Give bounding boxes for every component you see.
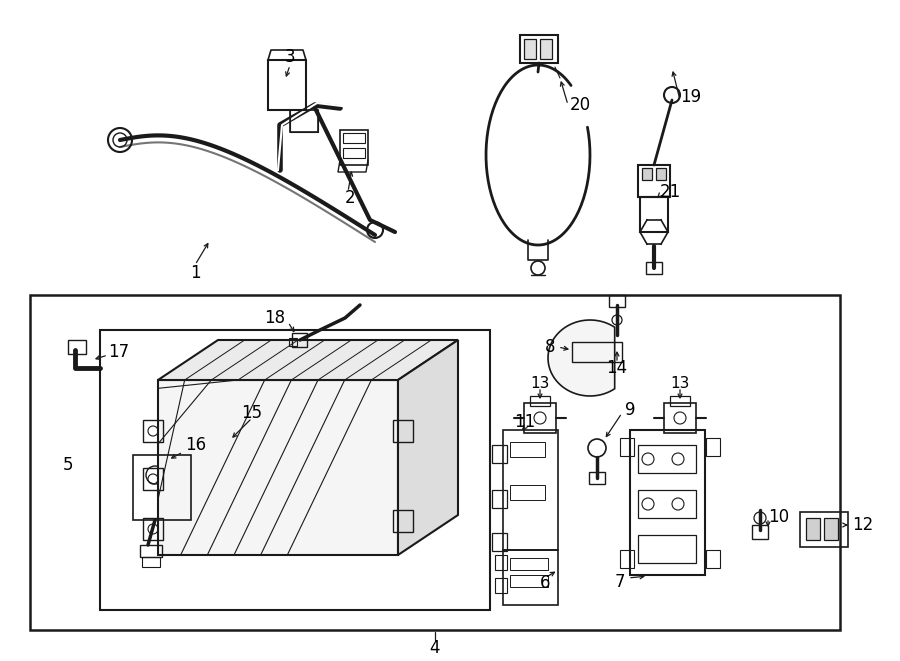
Bar	[620, 438, 634, 456]
Bar	[752, 525, 768, 539]
Bar	[530, 396, 550, 406]
Text: 2: 2	[345, 189, 356, 207]
Bar	[520, 35, 558, 63]
Bar	[492, 490, 507, 508]
Polygon shape	[548, 320, 615, 396]
Text: 11: 11	[515, 413, 536, 431]
Text: 12: 12	[852, 516, 873, 534]
Text: 21: 21	[660, 183, 681, 201]
Bar	[540, 39, 552, 59]
Text: 8: 8	[544, 338, 555, 356]
Bar	[524, 403, 556, 433]
Text: 16: 16	[185, 436, 206, 454]
Bar	[289, 338, 297, 346]
Bar	[638, 165, 670, 197]
Text: 1: 1	[190, 264, 201, 282]
Bar	[143, 518, 163, 540]
Polygon shape	[158, 340, 458, 380]
Bar	[343, 133, 365, 143]
Bar	[492, 445, 507, 463]
Bar	[268, 60, 306, 110]
Text: 5: 5	[63, 456, 73, 474]
Text: 18: 18	[264, 309, 285, 327]
Bar	[572, 342, 622, 362]
Text: 17: 17	[108, 343, 129, 361]
Bar	[393, 510, 413, 532]
Bar	[670, 396, 690, 406]
Bar	[706, 438, 720, 456]
Bar	[640, 197, 668, 232]
Bar	[609, 295, 625, 307]
Bar	[143, 420, 163, 442]
Bar	[638, 445, 696, 473]
Bar	[340, 130, 368, 165]
Bar	[824, 518, 838, 540]
Bar	[630, 430, 705, 575]
Bar	[30, 295, 840, 630]
Text: 20: 20	[570, 96, 591, 114]
Polygon shape	[158, 380, 398, 555]
Bar	[510, 442, 545, 457]
Bar	[100, 330, 490, 610]
Bar	[143, 468, 163, 490]
Bar	[495, 555, 507, 570]
Bar	[706, 550, 720, 568]
Circle shape	[108, 128, 132, 152]
Bar	[142, 557, 160, 567]
Circle shape	[664, 87, 680, 103]
Bar	[503, 430, 558, 550]
Text: 6: 6	[540, 574, 550, 592]
Bar	[393, 420, 413, 442]
Bar	[638, 535, 696, 563]
Bar	[589, 472, 605, 484]
Bar	[510, 575, 548, 587]
Text: 10: 10	[768, 508, 789, 526]
Bar	[638, 490, 696, 518]
Text: 15: 15	[241, 404, 263, 422]
Bar	[133, 455, 191, 520]
Text: 9: 9	[625, 401, 635, 419]
Text: 13: 13	[530, 375, 550, 391]
Bar	[343, 148, 365, 158]
Circle shape	[367, 222, 383, 238]
Bar	[495, 578, 507, 593]
Bar	[620, 550, 634, 568]
Text: 3: 3	[284, 48, 295, 66]
Bar	[68, 340, 86, 354]
Bar	[292, 333, 307, 347]
Bar	[510, 558, 548, 570]
Bar	[642, 168, 652, 180]
Bar	[492, 533, 507, 551]
Text: 4: 4	[430, 639, 440, 657]
Bar	[806, 518, 820, 540]
Text: 13: 13	[670, 375, 689, 391]
Bar	[524, 39, 536, 59]
Bar	[510, 485, 545, 500]
Bar	[656, 168, 666, 180]
Bar	[800, 512, 848, 547]
Text: 19: 19	[680, 88, 701, 106]
Bar	[503, 550, 558, 605]
Bar	[646, 262, 662, 274]
Polygon shape	[398, 340, 458, 555]
Bar	[664, 403, 696, 433]
Bar	[290, 110, 318, 132]
Text: 7: 7	[615, 573, 625, 591]
Text: 14: 14	[607, 359, 627, 377]
Bar	[140, 545, 162, 557]
